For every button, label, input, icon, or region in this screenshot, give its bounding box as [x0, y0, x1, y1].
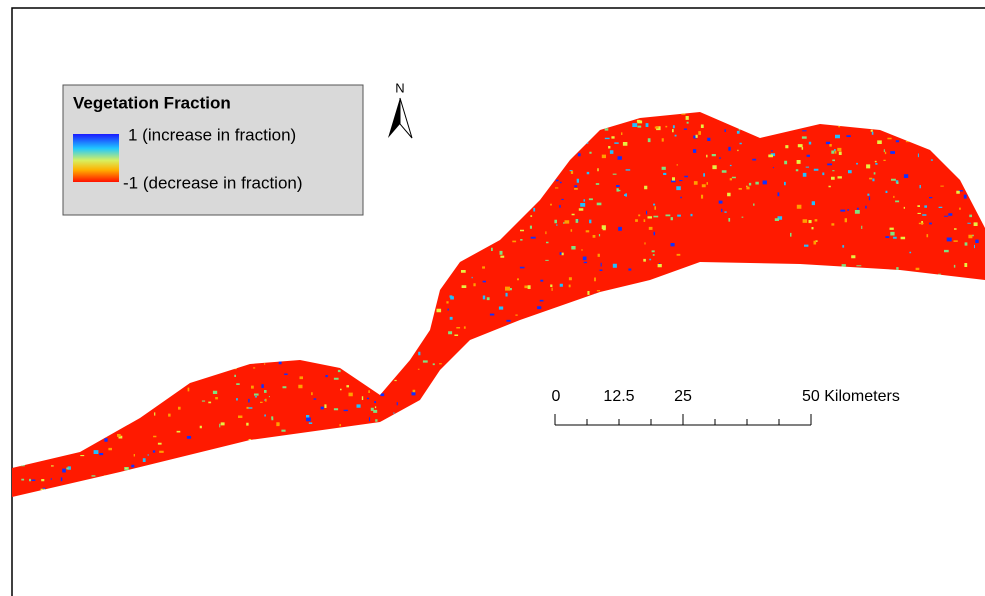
north-label: N [395, 80, 404, 95]
scale-label: 0 [552, 388, 561, 405]
legend-title: Vegetation Fraction [73, 93, 231, 112]
scale-label: 25 [674, 388, 692, 405]
legend-low-label: -1 (decrease in fraction) [123, 173, 303, 192]
scale-label: 50 Kilometers [802, 388, 900, 405]
scale-label: 12.5 [603, 388, 634, 405]
map: Vegetation Fraction 1 (increase in fract… [0, 0, 985, 596]
legend-ramp [73, 134, 119, 182]
legend-high-label: 1 (increase in fraction) [128, 125, 296, 144]
legend: Vegetation Fraction 1 (increase in fract… [63, 85, 363, 215]
